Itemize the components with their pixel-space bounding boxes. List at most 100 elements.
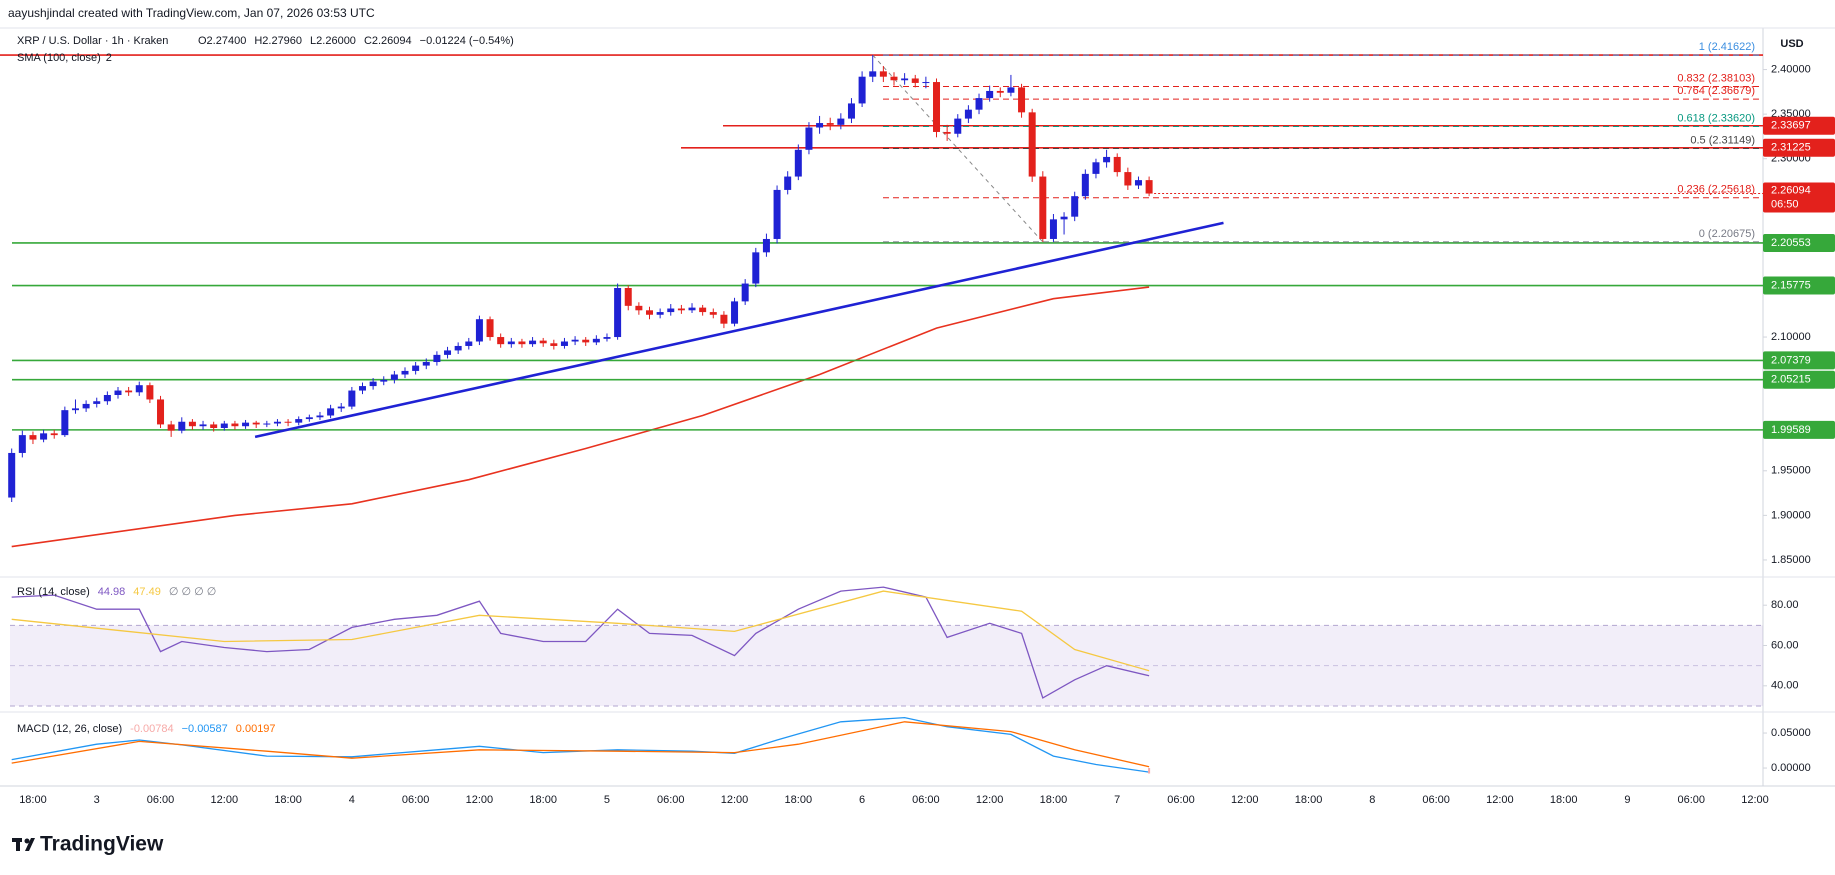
candle-body [273, 421, 281, 424]
candle-body [188, 421, 196, 427]
price-tag [1763, 116, 1835, 135]
x-tick-label: 4 [349, 794, 355, 806]
candle-body [114, 390, 122, 395]
trendline [254, 221, 1224, 439]
candle-body [539, 340, 547, 344]
sma-line [11, 286, 1150, 548]
x-tick-label: 06:00 [147, 794, 175, 806]
x-tick-label: 06:00 [1677, 794, 1705, 806]
candle-body [858, 76, 866, 104]
x-tick-label: 12:00 [1741, 794, 1769, 806]
x-tick-label: 06:00 [912, 794, 940, 806]
candle-body [507, 341, 515, 345]
candle-body [890, 76, 898, 81]
candle-body [135, 385, 143, 393]
candle-body [157, 399, 165, 425]
candle-body [529, 340, 537, 345]
macd-legend-value: -0.00784 [130, 723, 173, 735]
candle-body [646, 310, 653, 315]
candle-body [1060, 216, 1068, 220]
y-tick-label: 2.40000 [1771, 63, 1811, 75]
candle-body [922, 82, 930, 84]
price-tag [1763, 420, 1835, 439]
macd-tick-label: 0.00000 [1771, 762, 1811, 774]
legend-value: L2.26000 [310, 35, 356, 47]
candle-body [656, 312, 664, 315]
candle-body [178, 421, 186, 431]
candle-body [454, 345, 462, 351]
x-tick-label: 12:00 [1231, 794, 1259, 806]
candle-body [975, 98, 983, 110]
candle-body [61, 410, 69, 436]
y-tick-label: 1.95000 [1771, 465, 1811, 477]
legend-value: O2.27400 [198, 35, 246, 47]
x-tick-label: 12:00 [976, 794, 1004, 806]
macd-tick-label: 0.05000 [1771, 727, 1811, 739]
candle-body [805, 127, 813, 150]
x-tick-label: 18:00 [274, 794, 302, 806]
price-tag [1763, 138, 1835, 157]
candle-body [337, 406, 345, 409]
candle-body [8, 452, 16, 498]
price-tag [1763, 351, 1835, 370]
candle-body [996, 90, 1004, 93]
legend-value: C2.26094 [364, 35, 412, 47]
symbol-label: XRP / U.S. Dollar · 1h · Kraken [17, 35, 168, 47]
candle-body [1018, 87, 1026, 113]
fib-label: 0.832 (2.38103) [1677, 72, 1755, 84]
fib-label: 0.764 (2.36679) [1677, 85, 1755, 97]
legend-value: −0.01224 (−0.54%) [420, 35, 514, 47]
candle-body [50, 433, 58, 436]
candle-body [146, 385, 154, 400]
price-tag [1763, 276, 1835, 295]
x-tick-label: 18:00 [529, 794, 557, 806]
candle-body [103, 395, 111, 402]
x-tick-label: 3 [94, 794, 100, 806]
candle-body [720, 314, 728, 324]
legend-value: H2.27960 [254, 35, 302, 47]
candle-body [199, 424, 207, 427]
rsi-line [11, 586, 1150, 699]
rsi-legend: RSI (14, close) [17, 586, 90, 598]
candle-body [242, 422, 250, 427]
candle-body [699, 307, 707, 313]
candle-body [667, 308, 675, 313]
candle-body [412, 365, 420, 371]
brand-logo [12, 838, 35, 851]
candle-body [125, 390, 133, 393]
candle-body [1028, 112, 1036, 177]
currency-label: USD [1780, 38, 1803, 50]
fib-anchor [872, 54, 1044, 243]
macd-legend-value: −0.00587 [182, 723, 228, 735]
x-tick-label: 18:00 [19, 794, 47, 806]
candle-body [231, 423, 239, 427]
rsi-line [11, 590, 1150, 672]
candle-body [1145, 180, 1153, 194]
sma-legend-value: 2 [106, 52, 112, 64]
candle-body [794, 149, 802, 177]
fib-label: 0.618 (2.33620) [1677, 112, 1755, 124]
rsi-tick-label: 60.00 [1771, 639, 1799, 651]
price-tag-label: 2.33697 [1771, 120, 1811, 132]
price-tag-label: 2.31225 [1771, 142, 1811, 154]
x-tick-label: 12:00 [211, 794, 239, 806]
candle-body [252, 422, 260, 425]
candle-body [954, 118, 962, 134]
rsi-legend-value: 44.98 [98, 586, 126, 598]
candle-body [762, 238, 770, 253]
candle-body [390, 374, 398, 380]
macd-line [11, 716, 1150, 773]
x-tick-label: 8 [1369, 794, 1375, 806]
candle-body [327, 408, 335, 416]
candle-body [486, 319, 494, 338]
candle-body [18, 435, 26, 453]
candle-body [444, 350, 452, 355]
candle-body [752, 252, 760, 284]
x-tick-label: 9 [1624, 794, 1630, 806]
candle-body [560, 341, 568, 346]
candle-body [731, 301, 739, 324]
price-tag-label: 2.05215 [1771, 374, 1811, 386]
candle-body [1007, 87, 1015, 93]
candle-body [220, 423, 228, 428]
candle-body [82, 403, 90, 409]
